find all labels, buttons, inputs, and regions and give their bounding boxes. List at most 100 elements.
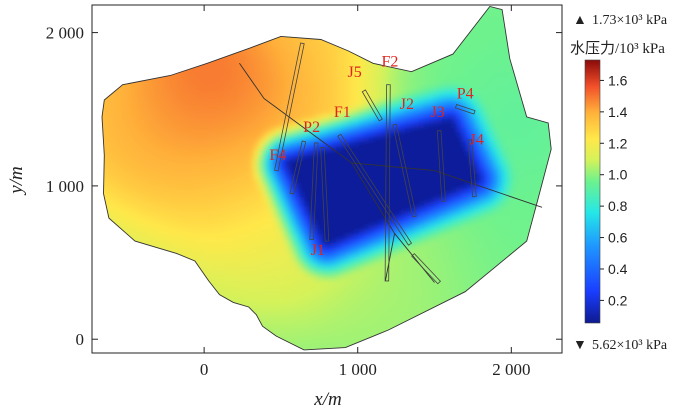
field-cell xyxy=(308,123,314,129)
field-cell xyxy=(133,113,139,119)
field-cell xyxy=(110,123,116,129)
field-cell xyxy=(151,265,158,271)
field-cell xyxy=(331,77,337,83)
field-cell xyxy=(317,6,323,9)
field-cell xyxy=(211,343,217,349)
field-cell xyxy=(225,307,231,313)
field-cell xyxy=(225,339,231,345)
field-cell xyxy=(147,95,153,101)
field-cell xyxy=(386,109,393,115)
field-cell xyxy=(340,127,346,133)
field-cell xyxy=(188,201,194,207)
field-cell xyxy=(331,339,337,345)
field-cell xyxy=(165,293,171,299)
field-cell xyxy=(193,293,199,299)
field-cell xyxy=(142,95,148,101)
field-cell xyxy=(363,104,370,110)
field-cell xyxy=(188,118,194,124)
field-cell xyxy=(285,192,291,198)
field-cell xyxy=(290,118,296,124)
field-cell xyxy=(336,123,342,129)
field-cell xyxy=(133,233,139,239)
field-cell xyxy=(225,201,231,207)
field-cell xyxy=(156,320,162,326)
field-cell xyxy=(184,325,190,331)
field-cell xyxy=(350,339,356,345)
field-cell xyxy=(350,302,356,308)
field-cell xyxy=(170,159,176,165)
field-cell xyxy=(207,67,213,74)
field-cell xyxy=(294,196,300,202)
field-cell xyxy=(267,270,273,276)
field-cell xyxy=(221,118,227,124)
field-cell xyxy=(317,40,323,46)
field-cell xyxy=(382,127,388,133)
field-cell xyxy=(294,210,300,216)
field-cell xyxy=(271,100,277,106)
field-cell xyxy=(299,297,305,303)
field-cell xyxy=(156,63,162,69)
field-cell xyxy=(221,31,227,37)
field-cell xyxy=(354,343,360,349)
field-cell xyxy=(253,265,259,271)
field-cell xyxy=(377,330,383,336)
field-cell xyxy=(124,136,130,142)
field-cell xyxy=(202,26,208,32)
field-cell xyxy=(285,12,291,18)
field-cell xyxy=(102,302,107,308)
field-cell xyxy=(119,173,125,179)
field-cell xyxy=(216,242,222,248)
field-cell xyxy=(128,233,135,239)
field-cell xyxy=(188,109,194,115)
field-cell xyxy=(313,58,319,64)
field-cell xyxy=(244,67,250,74)
field-cell xyxy=(161,127,167,133)
field-cell xyxy=(202,35,208,41)
field-cell xyxy=(377,293,383,299)
field-cell xyxy=(391,261,397,267)
field-cell xyxy=(294,233,300,239)
field-cell xyxy=(359,90,365,97)
field-cell xyxy=(276,86,282,92)
field-cell xyxy=(267,233,273,239)
field-cell xyxy=(363,26,370,32)
field-cell xyxy=(133,302,139,308)
field-cell xyxy=(244,8,250,14)
field-cell xyxy=(280,247,287,253)
field-cell xyxy=(230,169,236,175)
field-cell xyxy=(221,26,227,32)
field-cell xyxy=(174,270,181,276)
field-cell xyxy=(179,247,185,253)
field-cell xyxy=(317,256,323,262)
field-cell xyxy=(304,196,310,202)
field-cell xyxy=(354,49,360,55)
field-cell xyxy=(345,49,351,55)
field-cell xyxy=(299,127,305,133)
field-cell xyxy=(156,238,162,244)
field-cell xyxy=(119,8,125,14)
field-cell xyxy=(262,90,268,97)
field-cell xyxy=(271,219,277,225)
field-cell xyxy=(184,164,190,170)
field-cell xyxy=(382,164,388,170)
field-cell xyxy=(211,86,217,92)
field-cell xyxy=(97,206,102,211)
field-cell xyxy=(102,72,107,78)
field-cell xyxy=(280,95,287,101)
field-cell xyxy=(354,311,360,317)
field-cell xyxy=(313,316,319,322)
field-cell xyxy=(317,219,323,225)
field-cell xyxy=(105,127,111,133)
field-cell xyxy=(110,6,116,9)
field-cell xyxy=(359,40,365,46)
field-cell xyxy=(317,279,323,285)
field-cell xyxy=(377,127,383,133)
field-cell xyxy=(322,44,328,51)
field-cell xyxy=(327,21,333,28)
field-cell xyxy=(363,242,370,248)
field-cell xyxy=(174,205,181,211)
field-cell xyxy=(156,21,162,28)
field-cell xyxy=(225,44,231,51)
field-cell xyxy=(267,72,273,78)
field-cell xyxy=(161,173,167,179)
